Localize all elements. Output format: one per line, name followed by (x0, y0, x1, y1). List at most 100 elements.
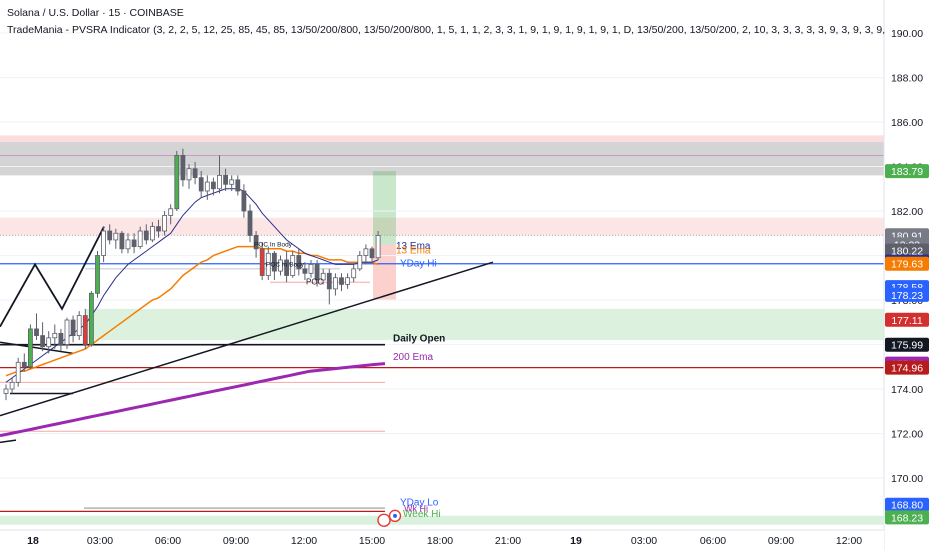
candle (76, 311, 82, 341)
candle (284, 251, 290, 283)
candle (278, 255, 283, 276)
candle-body (217, 174, 222, 190)
price-label-box (885, 164, 929, 179)
time-tick-label: 03:00 (87, 535, 113, 547)
candles-layer (3, 148, 381, 401)
yday-hi-label: YDay Hi (400, 259, 437, 270)
candle-body (302, 268, 308, 274)
candle-body (162, 215, 168, 232)
price-label: 168.80 (885, 497, 929, 512)
candle-body (326, 272, 332, 290)
candle-body (46, 337, 52, 348)
candle-body (296, 255, 302, 270)
candle (64, 317, 70, 349)
candle-body (314, 263, 320, 281)
price-axis: 190.00188.00186.00184.00182.00180.00178.… (883, 0, 932, 550)
candle-body (76, 315, 82, 337)
candle (290, 251, 296, 278)
ema-13-label-alt: 13 Ema (396, 245, 431, 256)
price-label-box (885, 337, 929, 352)
candle-body (180, 154, 186, 181)
supply-zone-edge (0, 135, 884, 143)
candle (21, 353, 27, 372)
price-label: 183.79 (885, 164, 929, 179)
candle (52, 324, 58, 349)
time-tick-label: 18:00 (427, 535, 453, 547)
candle (339, 273, 344, 292)
candle-body (9, 381, 15, 390)
candle (308, 259, 314, 278)
price-tick-label: 174.00 (891, 384, 923, 396)
price-label-text: 179.63 (891, 259, 923, 271)
price-label-box (885, 360, 929, 375)
candle (375, 231, 381, 260)
candle-body (149, 226, 155, 241)
candle-body (223, 174, 229, 185)
candle (40, 322, 45, 352)
candle (223, 168, 229, 191)
candle-body (27, 328, 33, 368)
candle (241, 184, 247, 218)
price-tick-label: 188.00 (891, 73, 923, 85)
candle-body (320, 272, 326, 281)
week-hi-zone (0, 515, 884, 525)
candle (15, 357, 21, 387)
candle (180, 148, 186, 187)
pattern-line (0, 439, 17, 444)
price-label-text: 177.11 (891, 315, 922, 327)
candle-body (15, 361, 21, 383)
candle (82, 308, 88, 349)
candle (3, 384, 9, 401)
candle (271, 251, 277, 280)
price-label: 177.11 (885, 312, 929, 327)
candle (113, 228, 119, 249)
candle-body (119, 232, 125, 250)
price-label: 180.22 (885, 243, 929, 258)
price-axis-bg (884, 0, 932, 550)
candle (137, 226, 143, 249)
candle-body (345, 277, 351, 285)
ema-200-label: 200 Ema (393, 352, 433, 363)
candle-body (21, 361, 27, 368)
candle (198, 170, 204, 198)
yday-lo-label: YDay Lo (400, 497, 439, 508)
candle (247, 204, 253, 243)
time-tick-label: 03:00 (631, 535, 657, 547)
candle-body (271, 252, 277, 272)
candle-body (241, 190, 247, 212)
price-label: 178.23 (885, 287, 929, 302)
time-tick-label: 15:00 (359, 535, 385, 547)
candle (235, 175, 241, 196)
candle (326, 268, 332, 305)
candle (210, 177, 216, 196)
candle-body (113, 232, 119, 241)
candle-body (290, 255, 296, 276)
candle (162, 211, 168, 236)
candle (314, 259, 320, 287)
price-label: 174.96 (885, 360, 929, 375)
candle-body (168, 208, 174, 216)
indicator-legend[interactable]: TradeMania - PVSRA Indicator (3, 2, 2, 5… (7, 24, 885, 36)
candle (27, 324, 33, 369)
trend-line (0, 261, 494, 417)
candle-body (198, 177, 204, 192)
candle (357, 251, 363, 272)
price-tick-label: 170.00 (891, 473, 923, 485)
candle (259, 242, 265, 280)
candle (107, 224, 113, 245)
candle (131, 233, 137, 254)
candle-body (125, 239, 131, 250)
price-tick-label: 172.00 (891, 429, 923, 441)
ema-50-line (5, 245, 379, 377)
candle (143, 224, 149, 245)
candle (9, 377, 15, 394)
candle-body (339, 277, 344, 285)
price-label-text: 168.23 (891, 512, 923, 524)
poc-label: POC (306, 277, 324, 286)
candle (58, 328, 64, 352)
ema-13-label: 13 Ema (396, 241, 431, 252)
chart-title: Solana / U.S. Dollar · 15 · COINBASE (7, 7, 184, 19)
candle-body (107, 230, 113, 241)
